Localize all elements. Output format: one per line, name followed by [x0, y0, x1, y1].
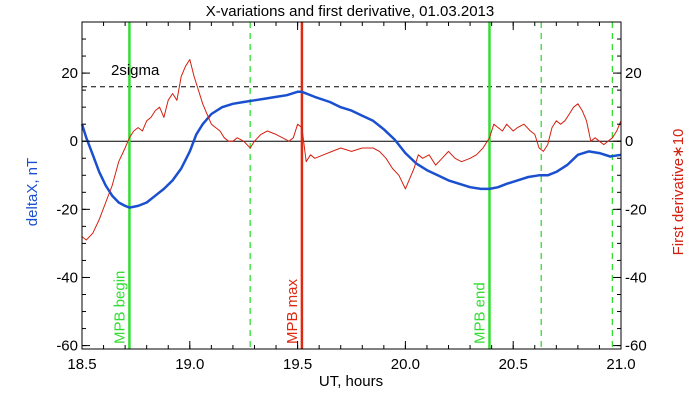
y-right-tick-label: 20: [625, 65, 642, 82]
y-left-tick-label: 0: [70, 133, 78, 150]
vertical-line-label-0: MPB begin: [111, 271, 128, 344]
y-left-tick-label: -40: [56, 269, 78, 286]
plot-frame: [81, 21, 622, 350]
x-tick-label: 20.5: [499, 356, 528, 373]
sigma-label: 2sigma: [111, 62, 160, 79]
series-lines: [80, 59, 622, 241]
y-left-tick-label: -60: [56, 338, 78, 355]
reference-lines: [82, 86, 621, 142]
x-tick-label: 18.5: [67, 356, 96, 373]
y-right-tick-label: -40: [625, 269, 647, 286]
y-right-tick-label: -20: [625, 201, 647, 218]
x-tick-label: 19.0: [175, 356, 204, 373]
y-axis-right-title: First derivative∗10: [670, 129, 687, 256]
y-left-tick-label: -20: [56, 201, 78, 218]
series-deltax-line: [80, 90, 622, 209]
x-axis-ticks: 18.5 19.0 19.5 20.0 20.5 21.0: [67, 22, 636, 373]
vertical-line-label-2: MPB max: [284, 278, 301, 344]
y-axis-left-title: deltaX, nT: [24, 158, 41, 226]
x-axis-title: UT, hours: [319, 373, 383, 390]
x-tick-label: 20.0: [391, 356, 420, 373]
chart-title: X-variations and first derivative, 01.03…: [206, 3, 495, 20]
y-axis-right-ticks: -60 -40 -20 0 20: [613, 38, 647, 355]
y-axis-left-ticks: -60 -40 -20 0 20: [56, 38, 90, 355]
y-right-tick-label: 0: [625, 133, 633, 150]
series-derivative-line: [81, 59, 622, 241]
y-left-tick-label: 20: [61, 65, 78, 82]
vertical-line-label-3: MPB end: [471, 282, 488, 344]
x-tick-label: 21.0: [606, 356, 635, 373]
x-tick-label: 19.5: [283, 356, 312, 373]
mpb-vertical-lines: MPB begin MPB max MPB end: [111, 22, 614, 349]
y-right-tick-label: -60: [625, 338, 647, 355]
